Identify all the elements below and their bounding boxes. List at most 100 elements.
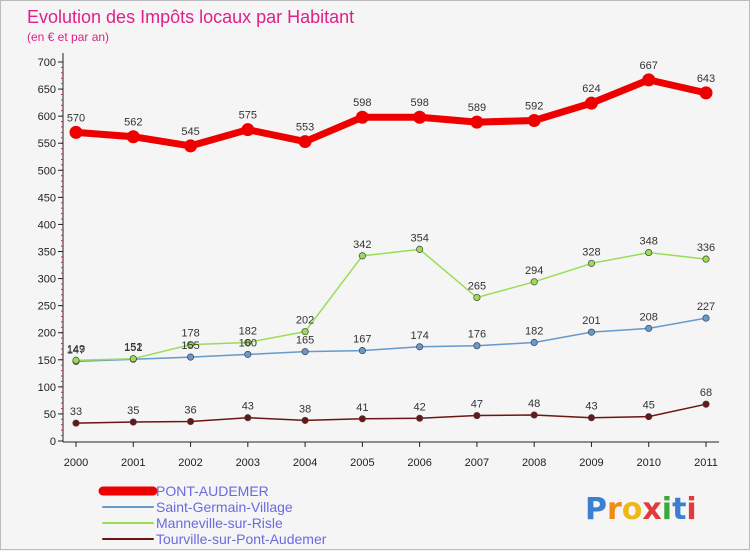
data-label: 328 (582, 246, 600, 258)
data-label: 174 (410, 330, 428, 342)
y-tick-label: 600 (38, 111, 56, 123)
data-point (584, 96, 598, 110)
data-label: 562 (124, 117, 142, 129)
data-labels: 33 35 36 43 38 41 42 47 48 43 45 68 147 151 155 160 165 1… (67, 60, 715, 418)
data-point (244, 338, 252, 347)
data-label: 592 (525, 100, 543, 112)
data-label: 201 (582, 315, 600, 327)
data-point (587, 328, 596, 336)
data-point (301, 416, 309, 424)
data-label: 570 (67, 112, 85, 124)
data-label: 545 (181, 126, 199, 138)
data-point (473, 342, 481, 350)
data-label: 35 (127, 405, 139, 417)
legend-label: Manneville-sur-Risle (156, 515, 283, 531)
y-tick-label: 0 (50, 436, 56, 448)
data-point (186, 341, 195, 349)
data-label: 178 (181, 328, 199, 340)
x-tick-label: 2010 (636, 457, 660, 469)
x-tick-label: 2001 (121, 457, 145, 469)
y-tick-label: 450 (38, 192, 56, 204)
data-label: 42 (414, 401, 426, 413)
data-label: 354 (410, 232, 428, 244)
data-label: 294 (525, 265, 543, 277)
y-tick-label: 650 (38, 84, 56, 96)
chart-title: Evolution des Impôts locaux par Habitant (27, 7, 354, 27)
data-label: 151 (124, 342, 142, 354)
data-point (416, 414, 424, 422)
data-point (72, 419, 80, 427)
data-point (530, 411, 538, 419)
proxiti-logo: Proxiti (585, 492, 697, 527)
data-point (298, 135, 312, 149)
data-point (702, 314, 710, 322)
data-label: 48 (528, 398, 540, 410)
data-point (72, 356, 80, 364)
y-tick-label: 200 (38, 328, 56, 340)
data-label: 598 (410, 97, 428, 109)
axes: 0 50 100 150 200 250 300 350 400 450 500 550 600 650 7… (38, 53, 719, 469)
y-tick-label: 500 (38, 165, 56, 177)
data-label: 43 (242, 401, 254, 413)
legend-label: Tourville-sur-Pont-Audemer (156, 531, 327, 547)
data-label: 342 (353, 239, 371, 251)
data-label: 165 (296, 335, 314, 347)
data-point (301, 328, 309, 336)
data-label: 182 (239, 325, 257, 337)
data-point (186, 353, 195, 361)
data-point (530, 338, 538, 347)
data-point (129, 418, 137, 426)
data-label: 227 (697, 301, 715, 313)
data-label: 147 (67, 344, 85, 356)
data-point (587, 414, 596, 422)
data-point (69, 125, 83, 139)
data-label: 336 (697, 242, 715, 254)
data-label: 152 (124, 342, 142, 354)
data-point (699, 86, 713, 100)
data-label: 36 (184, 405, 196, 417)
data-label: 575 (239, 110, 257, 122)
x-tick-label: 2006 (407, 457, 431, 469)
x-tick-label: 2009 (579, 457, 603, 469)
data-point (413, 110, 427, 124)
data-point (702, 255, 710, 263)
data-point (530, 278, 538, 286)
data-label: 160 (239, 337, 257, 349)
data-label: 38 (299, 403, 311, 415)
data-label: 208 (640, 311, 658, 323)
x-tick-label: 2004 (293, 457, 317, 469)
y-tick-label: 150 (38, 355, 56, 367)
data-label: 667 (640, 60, 658, 72)
data-point (358, 252, 366, 260)
data-point (241, 123, 255, 137)
series-line (75, 248, 707, 362)
data-point (642, 73, 656, 87)
data-point (416, 343, 424, 351)
series-line (72, 76, 710, 150)
data-point (186, 417, 195, 426)
data-point (126, 130, 140, 144)
data-point (358, 415, 366, 423)
data-point (358, 347, 366, 355)
y-tick-label: 300 (38, 274, 56, 286)
legend-label: Saint-Germain-Village (156, 499, 293, 515)
data-label: 155 (181, 340, 199, 352)
x-tick-label: 2002 (178, 457, 202, 469)
data-label: 265 (468, 281, 486, 293)
data-point (355, 110, 369, 124)
data-label: 624 (582, 83, 600, 95)
data-point (702, 400, 710, 408)
data-point (244, 414, 252, 422)
y-tick-label: 550 (38, 138, 56, 150)
y-tick-label: 700 (38, 57, 56, 69)
data-point (470, 115, 484, 129)
data-point (645, 249, 653, 257)
x-tick-label: 2008 (522, 457, 546, 469)
data-label: 41 (356, 402, 368, 414)
y-tick-label: 100 (38, 382, 56, 394)
series-layer (69, 73, 713, 427)
logo-text: Proxiti (585, 492, 697, 527)
data-label: 47 (471, 399, 483, 411)
data-label: 149 (67, 343, 85, 355)
